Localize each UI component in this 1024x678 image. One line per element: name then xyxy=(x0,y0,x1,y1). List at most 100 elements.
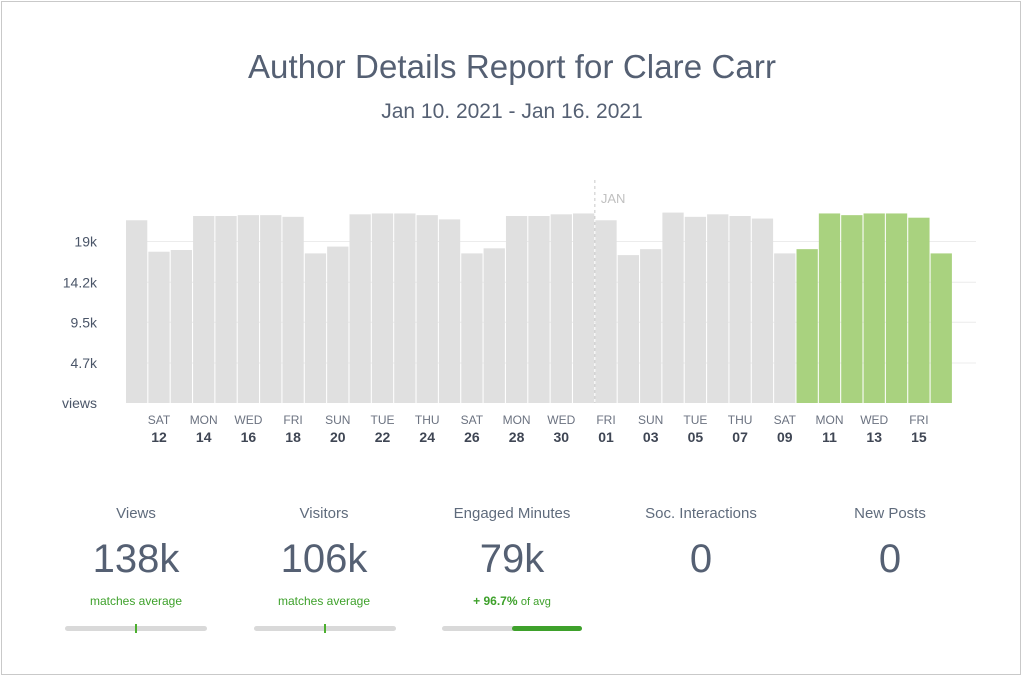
x-tick-day: WED xyxy=(547,413,575,427)
views-comparison-bar xyxy=(65,624,207,633)
x-tick-date: 18 xyxy=(285,429,301,445)
metric-comparison-note: matches average xyxy=(277,594,371,608)
x-tick-date: 24 xyxy=(419,429,435,445)
y-axis-label: views xyxy=(62,395,97,411)
above-average-fill xyxy=(512,626,582,631)
bar xyxy=(237,215,260,403)
x-tick-day: SUN xyxy=(325,413,350,427)
bar xyxy=(550,214,572,403)
visitors-comparison-bar xyxy=(254,624,396,633)
x-tick-date: 03 xyxy=(643,429,659,445)
bar xyxy=(595,220,617,403)
bar xyxy=(483,248,505,403)
bar xyxy=(751,218,774,403)
metric-label: Engaged Minutes xyxy=(453,505,571,522)
x-tick-day: SAT xyxy=(461,413,484,427)
bar xyxy=(640,249,662,403)
metric-pct: + 96.7% xyxy=(473,594,518,608)
bar xyxy=(505,216,528,403)
bar xyxy=(282,216,304,403)
bar xyxy=(304,253,327,403)
metric-social-interactions: Soc. Interactions 0 xyxy=(606,503,796,583)
y-tick-label: 19k xyxy=(74,234,98,250)
bar xyxy=(371,213,394,403)
x-tick-day: MON xyxy=(190,413,218,427)
metric-label: Soc. Interactions xyxy=(645,505,757,522)
bar xyxy=(729,216,751,403)
metric-new-posts: New Posts 0 xyxy=(795,503,985,583)
bar xyxy=(438,219,461,403)
bar xyxy=(327,246,349,403)
average-marker xyxy=(324,624,326,633)
x-tick-date: 22 xyxy=(375,429,391,445)
bar xyxy=(617,255,639,403)
metric-value: 0 xyxy=(878,537,902,581)
metric-label: New Posts xyxy=(854,505,926,522)
metric-value: 138k xyxy=(92,537,180,581)
month-marker-label: JAN xyxy=(601,191,626,206)
bar xyxy=(573,213,595,403)
x-tick-day: SAT xyxy=(148,413,171,427)
x-tick-date: 01 xyxy=(598,429,614,445)
metric-views: Views 138k matches average xyxy=(41,503,231,609)
report-date-range: Jan 10. 2021 - Jan 16. 2021 xyxy=(381,100,643,123)
x-tick-date: 11 xyxy=(822,429,837,445)
x-tick-day: SUN xyxy=(638,413,663,427)
y-tick-label: 9.5k xyxy=(71,314,98,330)
metric-pct-suffix: of avg xyxy=(520,596,551,608)
x-tick-date: 05 xyxy=(688,429,704,445)
x-tick-day: MON xyxy=(816,413,844,427)
x-tick-day: WED xyxy=(860,413,888,427)
bar xyxy=(774,253,796,403)
x-tick-day: WED xyxy=(234,413,262,427)
bar xyxy=(528,216,550,403)
bar-selected-period xyxy=(796,249,818,403)
bar xyxy=(707,214,729,403)
bar-selected-period xyxy=(818,213,841,403)
x-tick-date: 12 xyxy=(151,429,167,445)
report-title: Author Details Report for Clare Carr xyxy=(247,48,777,85)
x-tick-date: 28 xyxy=(509,429,525,445)
bar xyxy=(394,213,416,403)
y-tick-label: 4.7k xyxy=(71,355,98,371)
x-tick-date: 13 xyxy=(866,429,882,445)
x-tick-day: FRI xyxy=(283,413,302,427)
bar xyxy=(684,216,707,403)
metric-comparison-note: + 96.7% of avg xyxy=(417,593,607,609)
metric-comparison-note: matches average xyxy=(89,594,183,608)
x-tick-day: TUE xyxy=(683,413,707,427)
x-tick-day: SAT xyxy=(774,413,797,427)
bar-selected-period xyxy=(908,217,930,403)
x-tick-date: 14 xyxy=(196,429,212,445)
bar xyxy=(126,220,148,403)
y-tick-label: 14.2k xyxy=(63,274,98,290)
x-tick-day: THU xyxy=(415,413,440,427)
x-tick-date: 15 xyxy=(911,429,927,445)
x-tick-date: 09 xyxy=(777,429,793,445)
x-tick-day: FRI xyxy=(596,413,615,427)
metric-visitors: Visitors 106k matches average xyxy=(229,503,419,609)
engaged-minutes-comparison-bar xyxy=(442,626,582,631)
x-tick-day: THU xyxy=(728,413,753,427)
bar xyxy=(148,251,170,403)
bar-selected-period xyxy=(930,253,952,403)
bar xyxy=(215,216,237,403)
metric-label: Views xyxy=(116,505,156,522)
metric-engaged-minutes: Engaged Minutes 79k + 96.7% of avg xyxy=(417,503,607,609)
bar xyxy=(416,215,438,403)
bar xyxy=(461,253,483,403)
average-marker xyxy=(135,624,137,633)
bar xyxy=(193,216,215,403)
metric-label: Visitors xyxy=(299,505,349,522)
x-tick-date: 30 xyxy=(554,429,570,445)
metric-value: 0 xyxy=(689,537,713,581)
metric-value: 79k xyxy=(479,537,545,581)
bar-selected-period xyxy=(841,215,863,403)
bar xyxy=(662,212,684,403)
bar xyxy=(349,214,371,403)
x-tick-day: FRI xyxy=(909,413,928,427)
x-tick-date: 26 xyxy=(464,429,480,445)
bar xyxy=(260,215,282,403)
x-tick-date: 16 xyxy=(241,429,257,445)
bar-selected-period xyxy=(863,213,885,403)
